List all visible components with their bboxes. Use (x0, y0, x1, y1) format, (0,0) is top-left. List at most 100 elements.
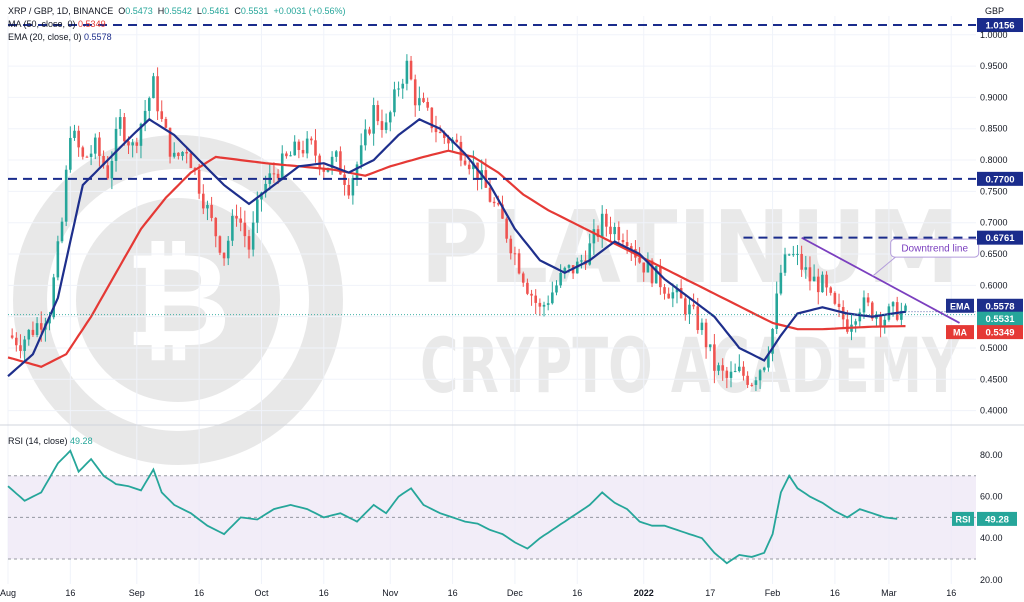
candle-body (854, 321, 857, 325)
candle-body (243, 222, 247, 237)
candle-body (542, 304, 546, 307)
candle-body (567, 265, 571, 268)
candle-body (10, 335, 14, 338)
time-tick-label: Nov (382, 588, 399, 598)
downtrend-callout (890, 238, 980, 258)
rsi-tag-name-box (952, 511, 974, 526)
downtrend-line (801, 236, 960, 324)
candle-body (787, 254, 791, 256)
price-tick-label: 0.4000 (980, 406, 1008, 416)
candle-body (762, 367, 766, 371)
candle-body (69, 137, 72, 170)
candle-body (139, 123, 143, 146)
ema-legend-label: EMA (20, close, 0) (8, 32, 82, 42)
price-tick-label: 0.4500 (980, 374, 1008, 384)
legend-ema[interactable]: EMA (20, close, 0) 0.5578 (8, 32, 112, 42)
candle-body (671, 292, 675, 299)
candle-body (93, 137, 97, 154)
candle-body (725, 370, 729, 378)
candle-body (767, 353, 770, 368)
candle-body (102, 155, 105, 166)
legend-ma[interactable]: MA (50, close, 0) 0.5349 (8, 19, 106, 29)
candle-body (334, 151, 338, 157)
symbol-title: XRP / GBP, 1D, BINANCE (8, 6, 114, 16)
time-tick-label: 17 (705, 588, 715, 598)
price-tag-value: 0.5531 (985, 314, 1015, 325)
candle-body (106, 165, 110, 179)
candle-body (368, 129, 371, 134)
candle-body (895, 302, 899, 320)
candle-body (15, 337, 18, 346)
candle-body (646, 260, 650, 273)
downtrend-label: Downtrend line (901, 244, 968, 255)
level-tag-label: 0.6761 (985, 233, 1015, 244)
candle-body (455, 139, 459, 142)
candle-body (359, 145, 363, 165)
time-tick-label: Feb (765, 588, 781, 598)
candle-body (185, 151, 188, 154)
candle-body (609, 226, 612, 235)
candle-body (771, 328, 774, 354)
ma-legend-value: 0.5349 (78, 19, 106, 29)
candle-body (800, 253, 803, 270)
time-tick-label: 16 (448, 588, 458, 598)
candle-body (521, 273, 525, 283)
open-value: 0.5473 (125, 6, 153, 16)
candle-body (64, 169, 68, 222)
candle-body (530, 293, 533, 296)
candle-body (181, 151, 184, 157)
candle-body (667, 293, 670, 299)
candle-body (467, 164, 471, 170)
candle-body (659, 266, 662, 288)
price-tick-label: 0.7500 (980, 186, 1008, 196)
candle-body (123, 117, 126, 142)
change-value: +0.0031 (+0.56%) (273, 6, 346, 16)
candle-body (821, 274, 824, 293)
low-value: 0.5461 (201, 6, 230, 16)
legend-rsi[interactable]: RSI (14, close) 49.28 (8, 436, 93, 446)
candle-body (438, 132, 442, 134)
candle-body (39, 323, 43, 330)
candle-body (247, 236, 251, 250)
candle-body (625, 242, 629, 247)
time-tick-label: 16 (830, 588, 840, 598)
candle-body (297, 141, 301, 150)
candle-body (231, 215, 234, 241)
price-tags: EMA 0.5578 0.5531 MA 0.5349 RSI 49.28 (8, 298, 1023, 526)
close-value: 0.5531 (240, 6, 269, 16)
candle-body (825, 274, 828, 288)
candle-body (256, 199, 259, 223)
candle-body (31, 329, 35, 335)
candle-body (48, 317, 51, 324)
candle-body (621, 240, 625, 243)
candle-body (397, 88, 400, 90)
candle-body (56, 241, 60, 278)
candle-body (260, 192, 263, 200)
price-tag-name-box (946, 298, 974, 313)
candle-body (538, 302, 542, 307)
candle-body (721, 365, 724, 371)
level-tag (977, 230, 1023, 245)
currency-label: GBP (985, 6, 1005, 16)
candle-body (73, 130, 76, 138)
candle-body (600, 213, 604, 237)
candle-body (879, 314, 882, 326)
candle-body (692, 304, 695, 307)
candle-body (77, 130, 80, 148)
candle-body (447, 137, 450, 144)
time-tick-label: Sep (129, 588, 145, 598)
candle-body (613, 226, 616, 235)
legend-ohlc: XRP / GBP, 1D, BINANCE O0.5473 H0.5542 L… (8, 6, 346, 16)
time-tick-label: Aug (0, 588, 16, 598)
candle-body (846, 319, 849, 332)
candle-body (650, 260, 654, 284)
watermark-line2: CRYPTO ACADEMY (420, 321, 961, 410)
candle-body (808, 267, 812, 282)
candle-body (376, 105, 380, 122)
price-tick-label: 0.8000 (980, 155, 1008, 165)
candle-body (513, 253, 517, 255)
candle-body (617, 226, 621, 241)
candle-body (351, 178, 355, 196)
horizontal-levels: 1.0156 0.7700 0.6761 (8, 18, 1023, 245)
